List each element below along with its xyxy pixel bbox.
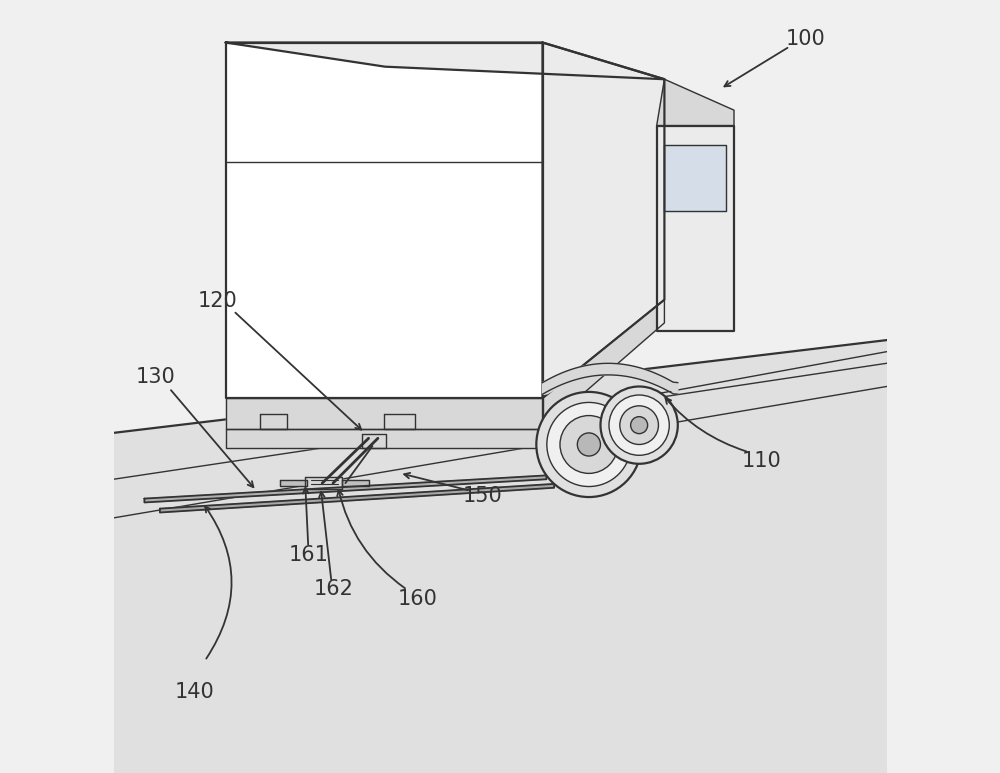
Circle shape (547, 403, 631, 486)
Polygon shape (226, 398, 543, 429)
Polygon shape (664, 145, 726, 210)
Text: 150: 150 (463, 486, 503, 506)
Polygon shape (362, 434, 386, 448)
Polygon shape (226, 43, 664, 80)
Polygon shape (657, 125, 734, 331)
Polygon shape (305, 477, 342, 489)
Text: 161: 161 (288, 545, 328, 565)
Polygon shape (114, 340, 887, 773)
Text: 160: 160 (397, 589, 437, 609)
Polygon shape (260, 414, 287, 429)
Text: 120: 120 (198, 291, 238, 312)
Circle shape (609, 395, 669, 455)
Circle shape (631, 417, 648, 434)
Circle shape (577, 433, 600, 456)
Polygon shape (280, 480, 307, 486)
Polygon shape (384, 414, 415, 429)
Circle shape (560, 416, 618, 473)
Text: 130: 130 (136, 367, 176, 387)
Polygon shape (342, 480, 369, 486)
Text: 110: 110 (741, 451, 781, 471)
Polygon shape (160, 484, 554, 512)
Text: 162: 162 (314, 579, 354, 599)
Polygon shape (543, 43, 664, 398)
Polygon shape (543, 300, 664, 429)
Polygon shape (144, 475, 546, 502)
Polygon shape (543, 363, 678, 394)
Polygon shape (657, 80, 734, 125)
Circle shape (600, 386, 678, 464)
Circle shape (620, 406, 658, 444)
Polygon shape (226, 429, 543, 448)
Text: 100: 100 (785, 29, 825, 49)
Text: 140: 140 (175, 682, 215, 702)
Circle shape (536, 392, 641, 497)
Polygon shape (226, 43, 543, 398)
